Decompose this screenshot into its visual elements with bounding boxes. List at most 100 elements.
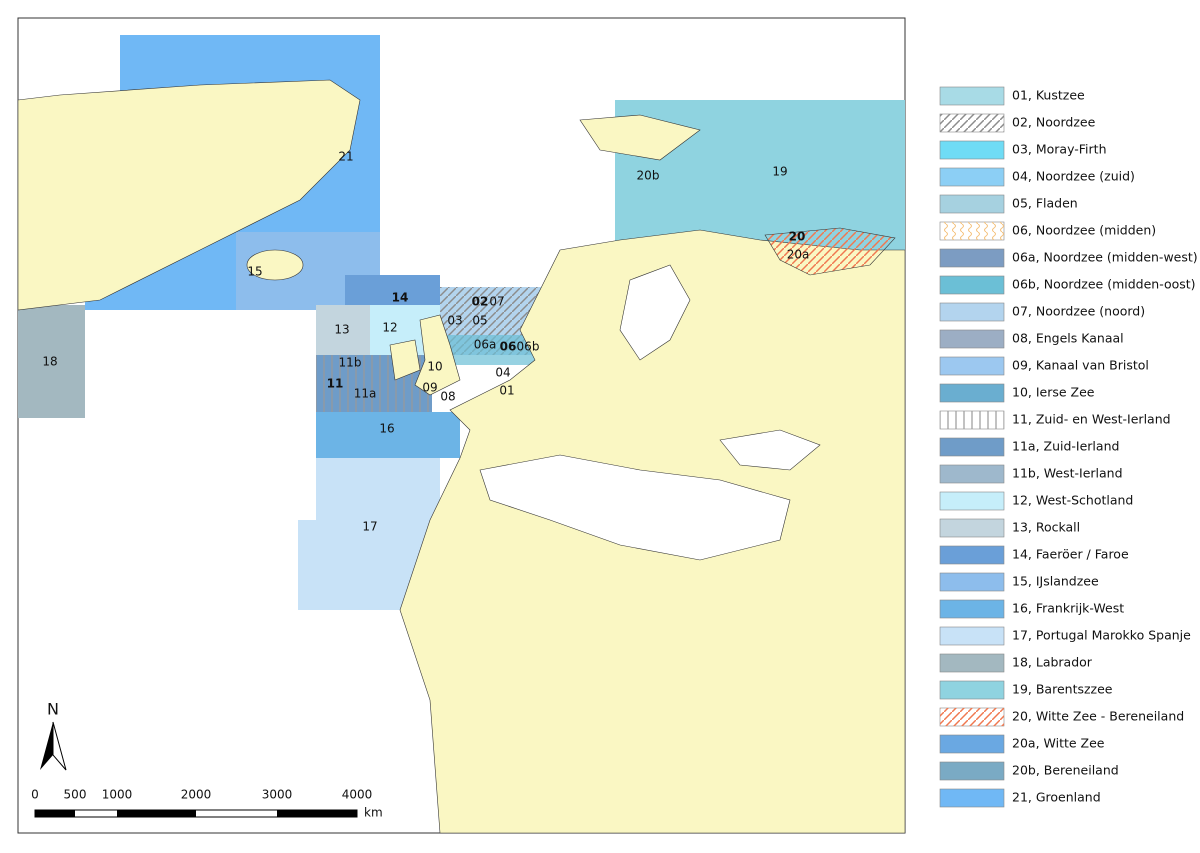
zone (18, 305, 85, 418)
zone-label: 15 (247, 265, 262, 279)
zone-label: 06b (517, 340, 540, 354)
legend-label: 12, West-Schotland (1012, 493, 1133, 508)
scale-label: 3000 (262, 788, 293, 802)
legend-swatch (939, 572, 1005, 592)
zone-label: 06a (474, 338, 497, 352)
legend-label: 02, Noordzee (1012, 115, 1096, 130)
zone-label: 07 (489, 295, 504, 309)
legend-swatch (939, 167, 1005, 187)
legend-label: 10, Ierse Zee (1012, 385, 1095, 400)
legend-swatch (939, 437, 1005, 457)
legend-label: 18, Labrador (1012, 655, 1093, 670)
north-arrow (52, 721, 67, 771)
legend-label: 09, Kanaal van Bristol (1012, 358, 1149, 373)
legend-label: 20a, Witte Zee (1012, 736, 1105, 751)
legend-label: 16, Frankrijk-West (1012, 601, 1124, 616)
zone-label: 01 (499, 384, 514, 398)
map-frame: 21 15 14 13 12 18 11b 11 11a 10 09 08 16… (17, 17, 906, 834)
legend-label: 20b, Bereneiland (1012, 763, 1119, 778)
land (389, 339, 421, 381)
legend-swatch (939, 140, 1005, 160)
legend-swatch (939, 788, 1005, 808)
legend-label: 11b, West-Ierland (1012, 466, 1123, 481)
scale-bar (117, 810, 196, 817)
legend-label: 04, Noordzee (zuid) (1012, 169, 1135, 184)
legend-swatch (939, 329, 1005, 349)
zone-label: 06 (500, 340, 517, 354)
north-arrow (40, 722, 53, 770)
legend-label: 14, Faeröer / Faroe (1012, 547, 1129, 562)
land (579, 114, 701, 161)
scale-label: 2000 (181, 788, 212, 802)
zone-label: 20b (637, 169, 660, 183)
legend-swatch (939, 653, 1005, 673)
zone-label: 10 (427, 360, 442, 374)
legend-label: 17, Portugal Marokko Spanje (1012, 628, 1191, 643)
legend-swatch (939, 518, 1005, 538)
legend-swatch (939, 86, 1005, 106)
legend-label: 15, IJslandzee (1012, 574, 1099, 589)
sea (719, 429, 821, 471)
legend-swatch (939, 599, 1005, 619)
zone (316, 305, 370, 355)
legend-swatch (939, 275, 1005, 295)
zone-label: 11a (354, 387, 377, 401)
legend-swatch-hatch (940, 114, 1004, 132)
land (414, 314, 461, 396)
sea (479, 454, 791, 561)
legend-swatch (939, 383, 1005, 403)
legend-swatch (939, 491, 1005, 511)
legend-swatch (939, 356, 1005, 376)
zone-label: 08 (440, 390, 455, 404)
legend-label: 07, Noordzee (noord) (1012, 304, 1145, 319)
zone-label: 09 (422, 381, 437, 395)
legend-swatch (939, 248, 1005, 268)
zone-label: 11b (339, 356, 362, 370)
legend-swatch (939, 680, 1005, 700)
legend-swatch-hatch (940, 222, 1004, 240)
scale-label: 1000 (102, 788, 133, 802)
legend: 01, Kustzee 02, Noordzee 03, Moray-Firth 04… (939, 86, 1198, 808)
legend-label: 06, Noordzee (midden) (1012, 223, 1156, 238)
legend-label: 06a, Noordzee (midden-west) (1012, 250, 1198, 265)
zone-label: 13 (334, 323, 349, 337)
zone-label: 20 (789, 230, 806, 244)
legend-swatch (939, 761, 1005, 781)
zone-hatch (764, 227, 896, 276)
legend-swatch (939, 626, 1005, 646)
zone (345, 275, 440, 305)
legend-label: 19, Barentszzee (1012, 682, 1113, 697)
legend-label: 03, Moray-Firth (1012, 142, 1107, 157)
legend-label: 11, Zuid- en West-Ierland (1012, 412, 1171, 427)
zone-label: 03 (447, 314, 462, 328)
zone-label: 04 (495, 366, 510, 380)
land (17, 79, 361, 311)
scale-label: 0 (31, 788, 39, 802)
zone-label: 17 (362, 520, 377, 534)
legend-label: 08, Engels Kanaal (1012, 331, 1124, 346)
land (246, 249, 304, 281)
zone-label: 20a (787, 248, 810, 262)
legend-swatch (939, 545, 1005, 565)
zone-label: 21 (338, 150, 353, 164)
legend-label: 05, Fladen (1012, 196, 1078, 211)
zone-label: 11 (327, 377, 344, 391)
legend-label: 06b, Noordzee (midden-oost) (1012, 277, 1196, 292)
legend-label: 01, Kustzee (1012, 88, 1085, 103)
zone-label: 16 (379, 422, 394, 436)
north-label: N (47, 700, 59, 719)
scale-label: 4000 (342, 788, 373, 802)
zone-label: 02 (472, 295, 489, 309)
sea (619, 264, 691, 361)
scale-label: 500 (64, 788, 87, 802)
legend-swatch (939, 302, 1005, 322)
legend-label: 20, Witte Zee - Bereneiland (1012, 709, 1184, 724)
zone (316, 412, 460, 458)
legend-label: 13, Rockall (1012, 520, 1080, 535)
zone (298, 458, 440, 610)
scale-bar (35, 810, 75, 817)
legend-label: 11a, Zuid-Ierland (1012, 439, 1119, 454)
zone-label: 05 (472, 314, 487, 328)
legend-swatch (939, 734, 1005, 754)
